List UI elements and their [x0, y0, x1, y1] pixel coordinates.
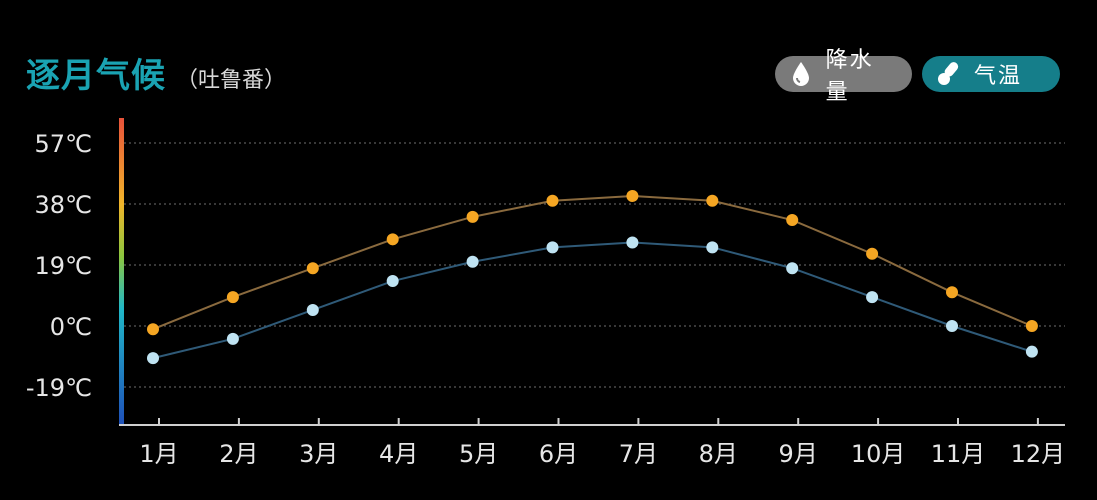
series-low-point[interactable] [1025, 345, 1038, 358]
x-tick-label: 12月 [1011, 440, 1066, 468]
y-tick-label: 38℃ [35, 191, 93, 219]
location-subtitle: （吐鲁番） [176, 68, 287, 93]
grid-lines [124, 142, 1065, 388]
series-high-point[interactable] [626, 189, 639, 202]
series-high-point[interactable] [786, 214, 799, 227]
series-layer [147, 189, 1038, 365]
series-high-point[interactable] [1025, 320, 1038, 332]
page-title: 逐月气候 [26, 56, 166, 96]
x-tick-label: 2月 [219, 440, 258, 468]
y-axis-tick-labels: 57℃ 38℃ 19℃ 0℃ -19℃ [26, 130, 92, 402]
temperature-toggle-button[interactable]: 气温 [922, 56, 1060, 92]
series-low-point[interactable] [546, 241, 559, 254]
metric-toggle-group: 降水量 气温 [775, 48, 1060, 105]
y-tick-label: 57℃ [35, 130, 93, 158]
x-axis-tick-labels: 1月 2月 3月 4月 5月 6月 7月 8月 9月 10月 11月 12月 [139, 440, 1065, 468]
series-high-point[interactable] [946, 286, 958, 299]
water-drop-icon [789, 61, 814, 87]
series-low-point[interactable] [386, 275, 399, 288]
series-low-point[interactable] [866, 291, 879, 304]
x-tick-label: 1月 [139, 440, 178, 468]
y-tick-label: 19℃ [35, 252, 93, 280]
series-low-point[interactable] [147, 352, 159, 365]
series-low-point[interactable] [786, 262, 799, 275]
y-tick-label: 0℃ [50, 313, 92, 341]
temperature-toggle-label: 气温 [974, 64, 1023, 89]
series-high-line [152, 194, 1033, 331]
x-tick-label: 10月 [851, 440, 906, 468]
series-high-point[interactable] [466, 210, 479, 223]
x-tick-label: 7月 [619, 440, 658, 468]
x-tick-label: 11月 [931, 440, 986, 468]
series-high-point[interactable] [386, 233, 399, 246]
x-tick-label: 5月 [459, 440, 498, 468]
y-tick-label: -19℃ [26, 374, 92, 402]
series-high-point[interactable] [546, 194, 559, 207]
x-tick-label: 8月 [699, 440, 738, 468]
series-high-point[interactable] [706, 194, 719, 207]
thermometer-icon [936, 61, 962, 87]
series-low-point[interactable] [626, 236, 639, 249]
precipitation-toggle-button[interactable]: 降水量 [775, 48, 912, 105]
x-tick-label: 4月 [379, 440, 418, 468]
x-tick-label: 3月 [299, 440, 338, 468]
series-low-line [152, 241, 1033, 360]
series-low-point[interactable] [706, 241, 719, 254]
series-high-point[interactable] [226, 291, 239, 304]
series-high-point[interactable] [306, 262, 319, 275]
series-low-point[interactable] [466, 255, 479, 268]
x-tick-label: 6月 [539, 440, 578, 468]
series-high-point[interactable] [147, 323, 159, 336]
y-axis-gradient-bar [119, 118, 124, 426]
x-axis-tick-marks [158, 418, 1039, 425]
precipitation-toggle-label: 降水量 [825, 48, 874, 105]
series-high-point[interactable] [866, 247, 879, 260]
x-tick-label: 9月 [779, 440, 818, 468]
series-low-point[interactable] [226, 332, 239, 345]
chart-header: 逐月气候 （吐鲁番） [26, 48, 286, 97]
series-low-point[interactable] [306, 303, 319, 316]
series-low-point[interactable] [946, 320, 958, 332]
